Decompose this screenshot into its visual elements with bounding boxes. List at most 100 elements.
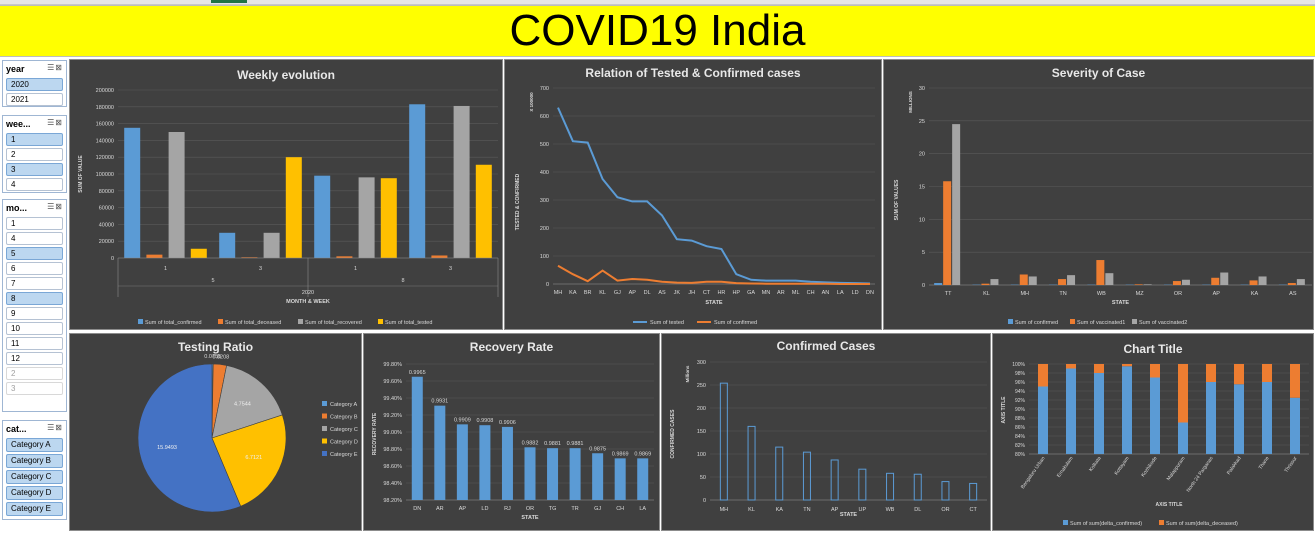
slicer-item-category[interactable]: Category B bbox=[6, 454, 63, 468]
x-tick-label: CT bbox=[703, 290, 711, 296]
legend-swatch bbox=[1008, 319, 1013, 324]
legend-swatch bbox=[322, 451, 327, 456]
slicer-item-month[interactable]: 6 bbox=[6, 262, 63, 275]
y-tick-label: 99.80% bbox=[383, 362, 402, 368]
slicer-item-month[interactable]: 12 bbox=[6, 352, 63, 365]
bar bbox=[501, 426, 513, 500]
y-tick-label: 180000 bbox=[96, 105, 114, 111]
month-slicer[interactable]: mo... ☰⊠ 1 4 5 6 7 8 9 10 11 12 2 3 bbox=[2, 199, 67, 412]
category-slicer[interactable]: cat... ☰⊠ Category A Category B Category C C… bbox=[2, 420, 67, 520]
y-tick-label: 200000 bbox=[96, 88, 114, 94]
slicer-item-category[interactable]: Category A bbox=[6, 438, 63, 452]
y-tick-label: 99.60% bbox=[383, 379, 402, 385]
x-tick-label: 3 bbox=[449, 266, 452, 272]
legend-swatch bbox=[298, 319, 303, 324]
legend-label: Category E bbox=[330, 452, 358, 458]
slicer-item-month[interactable]: 3 bbox=[6, 382, 63, 395]
legend-swatch bbox=[322, 413, 327, 419]
multiselect-filter-icon[interactable]: ☰⊠ bbox=[47, 202, 63, 211]
y-tick-label: 0 bbox=[922, 283, 925, 289]
x-tick-label: OR bbox=[941, 507, 949, 513]
slicer-item-month[interactable]: 7 bbox=[6, 277, 63, 290]
x-tick-label: MH bbox=[554, 290, 563, 296]
x-tick-label: LD bbox=[852, 290, 859, 296]
slicer-item-month[interactable]: 11 bbox=[6, 337, 63, 350]
slicer-item-category[interactable]: Category D bbox=[6, 486, 63, 500]
slicer-item-week[interactable]: 1 bbox=[6, 133, 63, 146]
y-axis-title: RECOVERY RATE bbox=[372, 412, 378, 455]
sheet-top-strip bbox=[0, 0, 1315, 5]
y-tick-label: 100000 bbox=[96, 172, 114, 178]
y-tick-label: 60000 bbox=[99, 206, 114, 212]
bar-1 bbox=[1122, 364, 1132, 367]
x-axis-title: AXIS TITLE bbox=[1156, 502, 1184, 508]
slicer-item-month[interactable]: 8 bbox=[6, 292, 63, 305]
slicer-item-category[interactable]: Category C bbox=[6, 470, 63, 484]
slicer-item-week[interactable]: 4 bbox=[6, 178, 63, 191]
data-label: 0.0755 bbox=[204, 354, 221, 360]
slicer-item-week[interactable]: 2 bbox=[6, 148, 63, 161]
bar-2 bbox=[1105, 273, 1114, 285]
x-axis-title: STATE bbox=[1112, 300, 1130, 306]
chart-plot: 80% 82% 84% 86% 88% 90% 92% 94% 96% 98% 100% AXIS T… bbox=[1001, 362, 1309, 527]
chart-plot: 98.20% 98.40% 98.60% 98.80% 99.00% 99.20% 99.4… bbox=[372, 362, 654, 521]
unit-label: X 100000 bbox=[529, 92, 534, 112]
data-label: 0.9882 bbox=[522, 440, 539, 446]
bar-2 bbox=[358, 177, 375, 258]
slicer-item-month[interactable]: 10 bbox=[6, 322, 63, 335]
data-label: 0.9869 bbox=[612, 451, 629, 457]
year-label: 2020 bbox=[302, 290, 314, 296]
legend-label: Sum of total_recovered bbox=[305, 320, 362, 326]
x-tick-label: MH bbox=[720, 507, 729, 513]
legend-label: Sum of tested bbox=[650, 320, 684, 326]
legend-swatch bbox=[322, 438, 327, 444]
slicer-title: wee... bbox=[6, 118, 31, 129]
bar-0 bbox=[314, 175, 331, 258]
y-tick-label: 100 bbox=[697, 452, 706, 458]
x-tick-label: Ernakulam bbox=[1056, 456, 1075, 479]
legend-swatch bbox=[378, 319, 383, 324]
slicer-item-week[interactable]: 3 bbox=[6, 163, 63, 176]
slicer-item-year[interactable]: 2021 bbox=[6, 93, 63, 106]
multiselect-filter-icon[interactable]: ☰⊠ bbox=[47, 63, 63, 72]
y-tick-label: 400 bbox=[540, 170, 549, 176]
bar-0 bbox=[1234, 384, 1244, 454]
slicer-item-year[interactable]: 2020 bbox=[6, 78, 63, 91]
legend-swatch bbox=[1132, 319, 1137, 324]
multiselect-filter-icon[interactable]: ☰⊠ bbox=[47, 423, 63, 432]
x-tick-label: GA bbox=[747, 290, 755, 296]
legend-label: Sum of confirmed bbox=[1015, 320, 1058, 326]
year-slicer[interactable]: year ☰⊠ 2020 2021 bbox=[2, 60, 67, 107]
bar-2 bbox=[1028, 276, 1037, 285]
bar bbox=[747, 425, 756, 501]
chart-title: Confirmed Cases bbox=[776, 339, 876, 353]
slicer-item-month[interactable]: 9 bbox=[6, 307, 63, 320]
x-tick-label: TR bbox=[571, 506, 578, 512]
data-label: 0.9906 bbox=[499, 420, 516, 426]
x-tick-label: Malappuram bbox=[1166, 456, 1187, 482]
bar bbox=[969, 482, 978, 501]
slicer-item-category[interactable]: Category E bbox=[6, 502, 63, 516]
slicer-item-month[interactable]: 5 bbox=[6, 247, 63, 260]
y-tick-label: 20 bbox=[919, 152, 925, 158]
bar-3 bbox=[380, 178, 397, 258]
x-tick-label: TN bbox=[1059, 291, 1066, 297]
x-tick-label: OR bbox=[526, 506, 534, 512]
x-tick-label: RJ bbox=[504, 506, 511, 512]
y-tick-label: 98.60% bbox=[383, 464, 402, 470]
y-axis-title: CONFIRMED CASES bbox=[670, 409, 676, 459]
x-tick-label: LA bbox=[837, 290, 844, 296]
legend-label: Category D bbox=[330, 440, 358, 446]
multiselect-filter-icon[interactable]: ☰⊠ bbox=[47, 118, 63, 127]
slicer-item-month[interactable]: 2 bbox=[6, 367, 63, 380]
slicer-item-month[interactable]: 1 bbox=[6, 217, 63, 230]
data-label: 4.7544 bbox=[234, 402, 251, 408]
data-label: 0.9909 bbox=[454, 417, 471, 423]
y-tick-label: 30 bbox=[919, 86, 925, 92]
testing-ratio-chart: Testing Ratio 0.0755 0.8208 4.7544 6.7121 15… bbox=[69, 333, 362, 531]
x-tick-label: MH bbox=[1020, 291, 1029, 297]
week-slicer[interactable]: wee... ☰⊠ 1 2 3 4 bbox=[2, 115, 67, 193]
bar-2 bbox=[1181, 279, 1190, 285]
y-axis-title: SUM OF VALUES bbox=[894, 179, 900, 220]
slicer-item-month[interactable]: 4 bbox=[6, 232, 63, 245]
